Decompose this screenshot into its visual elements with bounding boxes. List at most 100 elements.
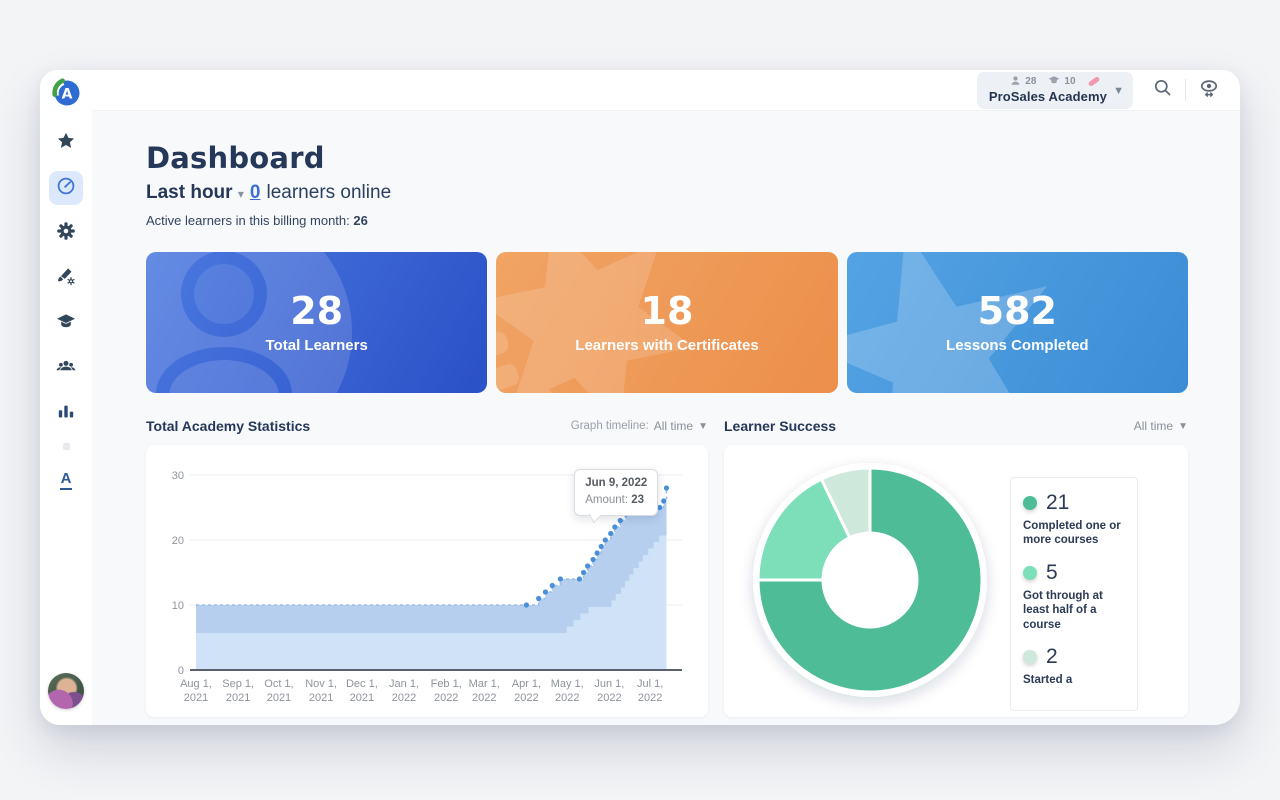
star-icon [56, 131, 76, 156]
dashboard-content: Dashboard Last hour ▾ 0 learners online … [92, 110, 1240, 725]
online-suffix: learners online [266, 182, 392, 203]
legend-dot [1023, 565, 1037, 580]
graph-timeline-selector[interactable]: Graph timeline: All time ▼ [570, 419, 708, 433]
svg-text:Jun 1,: Jun 1, [594, 678, 624, 690]
chart-tooltip: Jun 9, 2022 Amount: 23 [574, 468, 659, 516]
gear-icon [56, 221, 76, 246]
topbar-divider [1185, 79, 1186, 101]
statistics-chart-card: 0 10 20 30 Aug 1, 2021 Sep 1, 2021 Oct 1, 2021 Nov… [146, 445, 708, 717]
preview-as-learner-button[interactable] [1192, 73, 1226, 107]
academy-logo-icon[interactable]: A [50, 76, 82, 108]
svg-text:Sep 1,: Sep 1, [222, 678, 254, 690]
chevron-down-icon: ▼ [698, 420, 708, 432]
stat-label: Learners with Certificates [575, 336, 759, 354]
topbar-learners-count: 28 [1025, 76, 1037, 87]
stat-value: 18 [640, 288, 694, 333]
sidebar-item-favorites[interactable] [49, 126, 83, 160]
svg-text:Mar 1,: Mar 1, [469, 678, 500, 690]
donut-chart [753, 463, 987, 697]
online-count-link[interactable]: 0 [249, 182, 261, 203]
sidebar-item-customization[interactable] [49, 261, 83, 295]
statistics-title: Total Academy Statistics [146, 418, 311, 434]
donut-legend: 21 Completed one or more courses 5 Got t… [1010, 477, 1138, 712]
online-learners-line: Last hour ▾ 0 learners online [146, 182, 1188, 204]
svg-text:20: 20 [172, 535, 184, 547]
svg-text:Nov 1,: Nov 1, [305, 678, 337, 690]
svg-text:10: 10 [172, 600, 184, 612]
svg-text:Oct 1,: Oct 1, [264, 678, 293, 690]
certificate-watermark-icon [496, 252, 694, 393]
svg-text:2022: 2022 [434, 692, 458, 704]
chevron-down-icon: ▾ [234, 187, 244, 201]
topbar-courses-count: 10 [1064, 76, 1076, 87]
brush-gear-icon [56, 266, 76, 291]
sidebar-item-branding[interactable]: A [49, 463, 83, 497]
chevron-down-icon: ▼ [1113, 84, 1124, 97]
svg-text:2022: 2022 [638, 692, 662, 704]
active-learners-count: 26 [353, 213, 368, 228]
active-learners-line: Active learners in this billing month: 2… [146, 213, 368, 228]
svg-text:2021: 2021 [309, 692, 333, 704]
legend-item: 21 Completed one or more courses [1023, 491, 1121, 547]
stat-value: 28 [290, 288, 344, 333]
svg-text:0: 0 [178, 665, 184, 677]
topbar: 28 10 ProSales Academy ▼ [92, 70, 1240, 110]
svg-text:2021: 2021 [267, 692, 291, 704]
search-icon [1153, 78, 1172, 102]
chevron-down-icon: ▼ [1178, 420, 1188, 432]
svg-text:Aug 1,: Aug 1, [180, 678, 212, 690]
svg-text:2022: 2022 [597, 692, 621, 704]
sidebar-item-settings[interactable] [49, 216, 83, 250]
legend-item: 5 Got through at least half of a course [1023, 560, 1103, 631]
eye-preview-icon [1198, 78, 1220, 103]
person-mini-icon [1010, 75, 1021, 89]
svg-text:Jan 1,: Jan 1, [389, 678, 419, 690]
sidebar-item-courses[interactable] [49, 306, 83, 340]
learner-success-card: 21 Completed one or more courses 5 Got t… [724, 445, 1188, 717]
academy-mini-stats: 28 10 [989, 75, 1107, 89]
bar-chart-icon [56, 401, 76, 426]
stat-label: Total Learners [265, 336, 368, 354]
svg-text:2022: 2022 [472, 692, 496, 704]
sidebar-item-learners[interactable] [49, 351, 83, 385]
last-hour-dropdown[interactable]: Last hour ▾ [146, 182, 244, 203]
stat-label: Lessons Completed [946, 336, 1089, 354]
cap-mini-icon [1048, 75, 1060, 89]
graduation-cap-icon [56, 311, 76, 336]
lessons-completed-card: 582 Lessons Completed [846, 252, 1188, 393]
svg-text:30: 30 [172, 470, 184, 482]
svg-text:2021: 2021 [350, 692, 374, 704]
stat-value: 582 [977, 288, 1057, 333]
svg-text:Apr 1,: Apr 1, [512, 678, 541, 690]
page-title: Dashboard [146, 141, 325, 175]
svg-text:2021: 2021 [226, 692, 250, 704]
svg-text:2022: 2022 [514, 692, 538, 704]
svg-text:A: A [62, 86, 73, 102]
svg-text:2022: 2022 [392, 692, 416, 704]
certificates-card: 18 Learners with Certificates [496, 252, 838, 393]
marker-icon [1087, 76, 1100, 87]
sidebar: A [40, 70, 92, 725]
user-avatar[interactable] [48, 673, 84, 709]
statistics-chart: 0 10 20 30 Aug 1, 2021 Sep 1, 2021 Oct 1, 2021 Nov… [172, 470, 682, 704]
main-area: 28 10 ProSales Academy ▼ [92, 70, 1240, 725]
svg-text:Feb 1,: Feb 1, [431, 678, 462, 690]
letter-a-underline-icon: A [59, 471, 73, 490]
sidebar-item-dashboard[interactable] [49, 171, 83, 205]
people-group-icon [56, 356, 76, 381]
statistics-panel: Total Academy Statistics Graph timeline:… [146, 415, 708, 717]
success-timeline-selector[interactable]: All time ▼ [1133, 419, 1188, 433]
search-button[interactable] [1145, 73, 1179, 107]
legend-dot [1023, 649, 1037, 664]
academy-name: ProSales Academy [988, 88, 1107, 104]
learner-success-title: Learner Success [724, 418, 837, 434]
svg-text:2022: 2022 [555, 692, 579, 704]
app-window: A [40, 70, 1240, 725]
sidebar-item-reports[interactable] [49, 396, 83, 430]
legend-dot [1023, 496, 1037, 510]
stat-cards-row: 28 Total Learners 18 Learners with Certi… [146, 252, 1188, 393]
svg-text:2021: 2021 [184, 692, 208, 704]
academy-switcher[interactable]: 28 10 ProSales Academy ▼ [976, 71, 1133, 109]
panels-row: Total Academy Statistics Graph timeline:… [146, 415, 1188, 717]
sidebar-divider-dot [62, 443, 70, 450]
